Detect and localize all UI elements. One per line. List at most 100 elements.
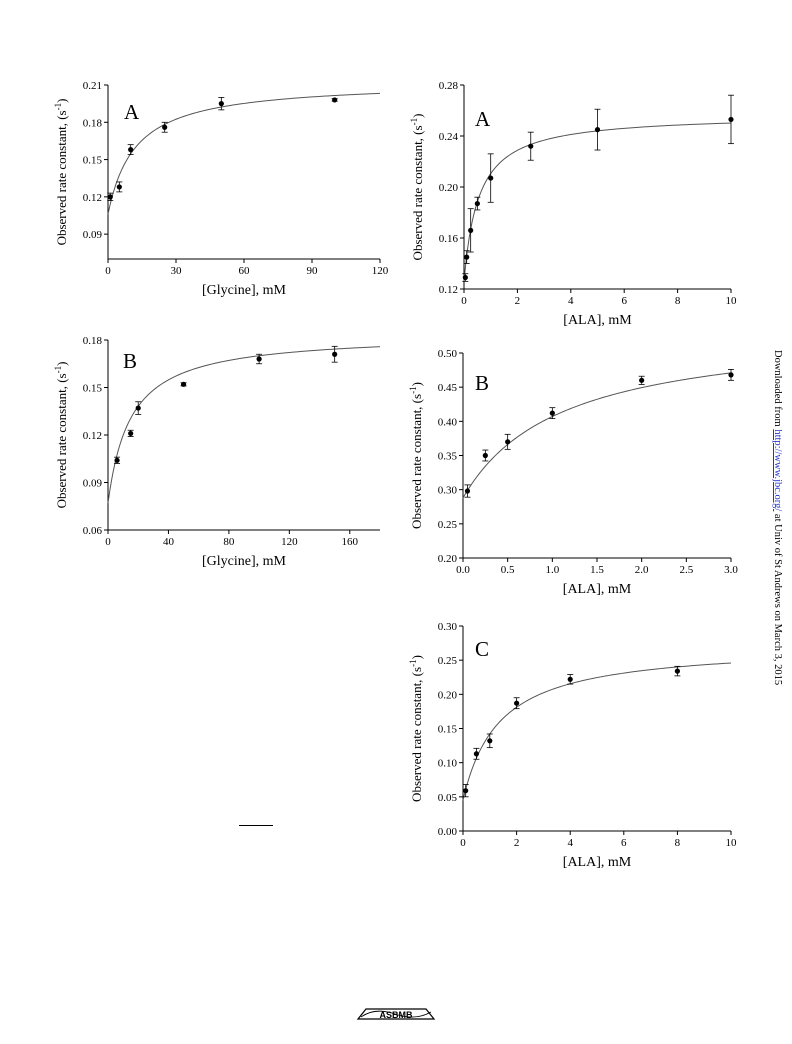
data-point xyxy=(505,439,511,445)
y-tick-label: 0.50 xyxy=(438,348,458,360)
data-point xyxy=(473,751,479,757)
y-axis-label-sup: -1 xyxy=(408,659,418,667)
y-tick-label: 0.10 xyxy=(438,758,458,770)
y-tick-label: 0.30 xyxy=(438,485,458,497)
x-tick-label: 2 xyxy=(515,295,521,307)
data-point xyxy=(128,147,134,153)
x-tick-label: 10 xyxy=(726,295,738,307)
x-tick-label: 120 xyxy=(281,536,298,548)
panel-label: C xyxy=(475,637,489,661)
y-tick-label: 0.06 xyxy=(83,525,103,537)
x-tick-label: 1.0 xyxy=(545,564,559,576)
y-axis-label: Observed rate constant, (s-1) xyxy=(408,382,424,529)
y-tick-label: 0.09 xyxy=(83,478,103,490)
chart-glycine-B: 0 40 80 120 160 0.06 0.09 0.12 0.15 0.18 B [Glycine… xyxy=(53,335,381,569)
data-point xyxy=(332,97,338,103)
data-point xyxy=(639,377,645,383)
data-point xyxy=(567,676,573,682)
x-tick-label: 90 xyxy=(307,265,319,277)
y-axis-label-sup: -1 xyxy=(53,366,63,374)
y-tick-label: 0.25 xyxy=(438,655,458,667)
x-tick-label: 30 xyxy=(171,265,183,277)
x-tick-label: 0.5 xyxy=(501,564,515,576)
x-tick-label: 0 xyxy=(105,265,111,277)
data-point xyxy=(464,488,471,494)
x-tick-label: 80 xyxy=(223,536,235,548)
y-axis-label-end: ) xyxy=(54,99,69,103)
data-point xyxy=(256,356,262,362)
x-tick-label: 3.0 xyxy=(724,564,738,576)
y-tick-label: 0.12 xyxy=(83,192,102,204)
y-axis-label-main: Observed rate constant, (s xyxy=(409,667,424,802)
y-tick-label: 0.18 xyxy=(83,335,103,347)
data-point xyxy=(674,668,681,674)
x-tick-label: 0 xyxy=(461,295,467,307)
fit-curve xyxy=(107,346,381,504)
fit-curve xyxy=(462,662,732,801)
x-tick-label: 160 xyxy=(342,536,359,548)
y-tick-label: 0.09 xyxy=(83,229,103,241)
data-point xyxy=(107,194,113,200)
x-tick-label: 8 xyxy=(675,837,681,849)
data-point xyxy=(528,143,534,149)
y-axis-label-main: Observed rate constant, (s xyxy=(410,125,425,260)
y-axis-label-end: ) xyxy=(54,362,69,366)
data-point xyxy=(332,351,338,357)
data-point xyxy=(514,700,520,706)
y-axis-label: Observed rate constant, (s-1) xyxy=(409,114,425,261)
x-tick-label: 2.0 xyxy=(635,564,649,576)
jbc-link[interactable]: http://www.jbc.org/ xyxy=(772,429,783,512)
x-tick-label: 10 xyxy=(726,837,738,849)
y-tick-label: 0.12 xyxy=(83,430,102,442)
data-point xyxy=(474,200,480,207)
chart-glycine-A: 0 30 60 90 120 0.09 0.12 0.15 0.18 0.21 A [Glycine]… xyxy=(53,80,389,298)
data-point xyxy=(594,127,601,133)
y-axis-label-end: ) xyxy=(409,382,424,386)
x-tick-label: 1.5 xyxy=(590,564,604,576)
chart-ala-A: 0 2 4 6 8 10 0.12 0.16 0.20 0.24 0.28 A [ALA], mM Obs… xyxy=(409,80,737,328)
y-tick-label: 0.00 xyxy=(438,826,458,838)
data-point xyxy=(135,405,141,411)
x-tick-label: 2 xyxy=(514,837,520,849)
fit-curve xyxy=(107,92,381,215)
asbmb-logo-text: ASBMB xyxy=(380,1010,413,1020)
y-axis-label-sup: -1 xyxy=(409,118,419,126)
y-tick-label: 0.16 xyxy=(439,233,459,245)
data-point xyxy=(464,254,470,260)
y-tick-label: 0.21 xyxy=(83,80,102,92)
download-suffix: at Univ of St Andrews on March 3, 2015 xyxy=(772,511,783,686)
panel-label: B xyxy=(123,349,137,373)
x-tick-label: 0 xyxy=(105,536,111,548)
x-axis-label: [ALA], mM xyxy=(563,855,632,870)
y-tick-label: 0.20 xyxy=(438,553,458,565)
x-tick-label: 0.0 xyxy=(456,564,470,576)
panel-label: A xyxy=(475,107,491,131)
x-tick-label: 4 xyxy=(567,837,573,849)
y-tick-label: 0.05 xyxy=(438,792,458,804)
y-tick-label: 0.30 xyxy=(438,621,458,633)
y-tick-label: 0.24 xyxy=(439,131,459,143)
data-point xyxy=(487,738,493,744)
y-tick-label: 0.28 xyxy=(439,80,459,92)
data-point xyxy=(162,124,168,130)
x-tick-label: 0 xyxy=(460,837,466,849)
y-tick-label: 0.15 xyxy=(438,724,458,736)
data-point xyxy=(728,372,734,378)
y-tick-label: 0.15 xyxy=(83,383,103,395)
y-tick-label: 0.40 xyxy=(438,416,458,428)
x-tick-label: 60 xyxy=(239,265,251,277)
chart-ala-B: 0.0 0.5 1.0 1.5 2.0 2.5 3.0 0.20 0.25 0.30 0.35 0.4… xyxy=(408,348,738,597)
y-axis-label-sup: -1 xyxy=(53,103,63,111)
y-axis-label-main: Observed rate constant, (s xyxy=(409,394,424,529)
x-tick-label: 2.5 xyxy=(679,564,693,576)
y-tick-label: 0.45 xyxy=(438,382,458,394)
y-tick-label: 0.15 xyxy=(83,155,103,167)
x-axis-label: [ALA], mM xyxy=(563,313,632,328)
y-tick-label: 0.35 xyxy=(438,451,458,463)
y-tick-label: 0.18 xyxy=(83,117,103,129)
data-point xyxy=(128,430,134,437)
panel-label: B xyxy=(475,371,489,395)
data-point xyxy=(114,457,120,463)
download-prefix: Downloaded from xyxy=(772,350,783,430)
x-axis-label: [Glycine], mM xyxy=(202,554,287,569)
